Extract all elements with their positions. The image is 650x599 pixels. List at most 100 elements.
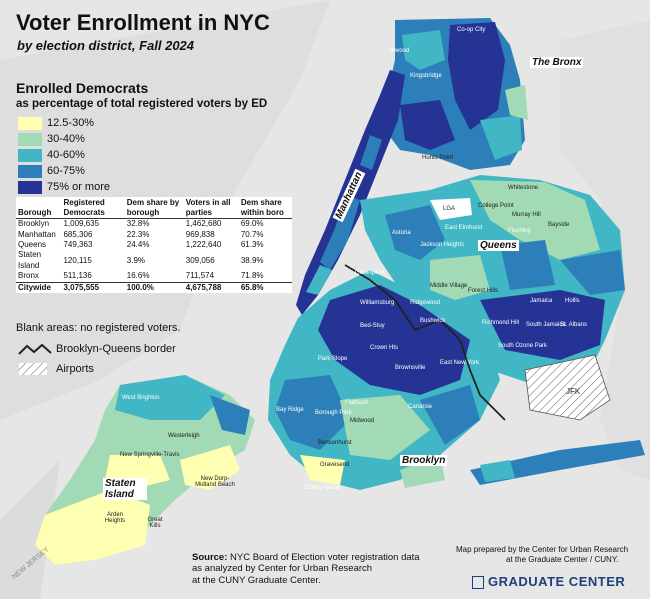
neighborhood-label: Williamsburg <box>360 300 395 306</box>
cell: 4,675,788 <box>183 281 239 293</box>
neighborhood-label: Richmond Hill <box>482 320 520 326</box>
borough-stats-table: Borough Registered Democrats Dem share b… <box>16 197 292 293</box>
legend-item-label: 12.5-30% <box>47 117 95 129</box>
legend-title: Enrolled Democrats <box>16 80 149 96</box>
cell: Brooklyn <box>18 219 50 229</box>
cell: Bronx <box>18 271 39 281</box>
long-island-land <box>560 20 650 480</box>
neighborhood-label: South Jamaica <box>526 322 566 328</box>
neighborhood-label: East Elmhurst <box>445 225 483 231</box>
neighborhood-label: Greenpoint <box>355 270 385 276</box>
table-total-row: Citywide 3,075,555 100.0% 4,675,788 65.8% <box>16 281 292 293</box>
queens-label: Queens <box>478 240 519 251</box>
cell: 685,306 <box>63 229 93 239</box>
legend-swatch <box>18 180 42 194</box>
cell: 69.0% <box>240 219 264 229</box>
legend-item: 30-40% <box>18 131 110 147</box>
airports-legend: Airports <box>18 362 94 376</box>
cell: 32.8% <box>126 219 150 229</box>
neighborhood-label: West Brighton <box>122 395 160 401</box>
neighborhood-label: Gravesend <box>320 462 350 468</box>
cell: Queens <box>18 239 47 249</box>
border-legend: Brooklyn-Queens border <box>18 342 176 356</box>
neighborhood-label: Arden Heights <box>104 512 126 524</box>
col-header: Dem share by borough <box>124 197 184 220</box>
neighborhood-label: Bushwick <box>420 318 446 324</box>
legend-item-label: 30-40% <box>47 133 85 145</box>
table-row: Bronx 511,136 16.6% 711,574 71.8% <box>16 271 292 282</box>
cell: 1,462,680 <box>185 219 222 229</box>
cell: 749,363 <box>63 239 93 249</box>
credit-line: at the Graduate Center / CUNY. <box>506 554 619 564</box>
neighborhood-label: JFK <box>566 387 581 396</box>
neighborhood-label: New Springville-Travis <box>120 452 180 458</box>
table-row: Brooklyn 1,009,635 32.8% 1,462,680 69.0% <box>16 219 292 230</box>
border-legend-label: Brooklyn-Queens border <box>56 343 176 355</box>
legend-subtitle: as percentage of total registered voters… <box>16 98 268 110</box>
col-header: Registered Democrats <box>61 197 125 220</box>
neighborhood-label: Flatbush <box>345 400 369 406</box>
staten-island-region <box>35 375 255 565</box>
neighborhood-label: Middle Village <box>430 283 468 289</box>
cell: 3,075,555 <box>61 281 125 293</box>
cell: 71.8% <box>240 271 264 281</box>
neighborhood-label: Astoria <box>392 230 411 236</box>
legend-item: 75% or more <box>18 179 110 195</box>
brooklyn-label: Brooklyn <box>400 455 448 466</box>
page-subtitle: by election district, Fall 2024 <box>17 38 195 53</box>
cuny-logo-icon <box>472 576 484 590</box>
neighborhood-label: Westerleigh <box>168 433 200 439</box>
cell: 22.3% <box>126 229 150 239</box>
legend-item: 40-60% <box>18 147 110 163</box>
neighborhood-label: LGA <box>443 206 456 212</box>
blank-areas-note: Blank areas: no registered voters. <box>16 322 181 334</box>
cell: 511,136 <box>63 271 92 281</box>
neighborhood-label: Hunts Point <box>422 155 454 161</box>
border-line-icon <box>18 343 52 355</box>
neighborhood-label: Murray Hill <box>512 212 541 218</box>
neighborhood-label: Jackson Heights <box>420 242 465 248</box>
cell: 70.7% <box>240 229 264 239</box>
col-header: Voters in all parties <box>183 197 239 220</box>
legend-item: 60-75% <box>18 163 110 179</box>
cell: 120,115 <box>63 255 92 265</box>
bronx-region <box>385 18 528 170</box>
bronx-label: The Bronx <box>530 57 584 68</box>
neighborhood-label: Hollis <box>565 298 580 304</box>
neighborhood-label: Inwood <box>390 48 410 54</box>
neighborhood-label: Ridgewood <box>410 300 441 306</box>
logo-text: GRADUATE CENTER <box>488 574 626 589</box>
legend-swatch <box>18 132 42 146</box>
neighborhood-label: Bay Ridge <box>276 407 304 413</box>
legend-swatch <box>18 116 42 130</box>
neighborhood-label: Coney Island <box>305 485 341 491</box>
neighborhood-label: Jamaica <box>530 298 553 304</box>
neighborhood-label: Flushing <box>508 228 531 234</box>
neighborhood-label: Borough Park <box>315 410 352 416</box>
neighborhood-label: Bayside <box>548 222 570 228</box>
neighborhood-label: Park Slope <box>318 356 348 362</box>
cell: 24.4% <box>126 239 150 249</box>
queens-region <box>360 175 645 485</box>
cell: 1,009,635 <box>63 219 100 229</box>
col-header: Dem share within boro <box>238 197 292 220</box>
col-header: Borough <box>16 197 62 220</box>
cell: 100.0% <box>124 281 184 293</box>
table-row: Staten Island 120,115 3.9% 309,056 38.9% <box>16 250 292 271</box>
cell: 3.9% <box>126 255 146 265</box>
legend-item-label: 40-60% <box>47 149 85 161</box>
table-row: Manhattan 685,306 22.3% 969,838 70.7% <box>16 230 292 240</box>
table-header-row: Borough Registered Democrats Dem share b… <box>16 197 292 220</box>
neighborhood-label: Crown Hts <box>370 345 399 351</box>
credit-note: Map prepared by the Center for Urban Res… <box>456 545 628 564</box>
neighborhood-label: Brownsville <box>395 365 426 371</box>
neighborhood-label: Canarsie <box>408 404 433 410</box>
cell: 38.9% <box>240 255 264 265</box>
hatch-swatch-icon <box>19 363 47 375</box>
table-row: Queens 749,363 24.4% 1,222,640 61.3% <box>16 240 292 250</box>
source-label: Source: <box>192 552 228 563</box>
cell: 969,838 <box>185 229 215 239</box>
legend: 12.5-30% 30-40% 40-60% 60-75% 75% or mor… <box>18 115 110 195</box>
neighborhood-label: Forest Hills <box>468 288 499 294</box>
neighborhood-label: Bed-Stuy <box>360 323 385 329</box>
